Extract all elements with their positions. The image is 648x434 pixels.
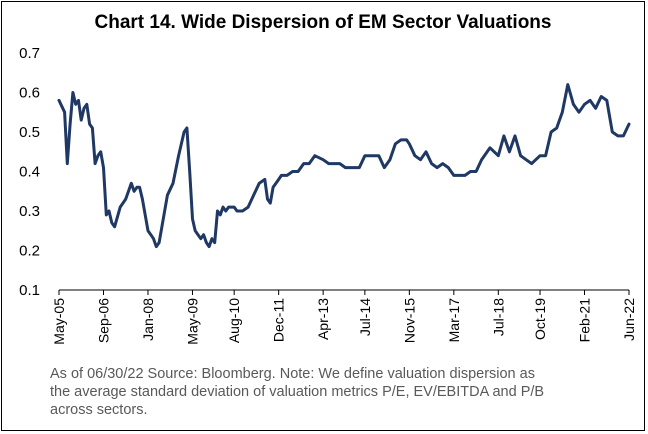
source-note: As of 06/30/22 Source: Bloomberg. Note: … [50, 365, 630, 419]
source-note-line-2: the average standard deviation of valuat… [50, 384, 545, 400]
y-tick-label: 0.3 [19, 203, 40, 220]
y-tick-label: 0.7 [19, 45, 40, 62]
y-tick-label: 0.5 [19, 124, 40, 141]
y-tick-label: 0.4 [19, 164, 40, 181]
x-tick-label: Oct-19 [532, 298, 548, 340]
x-tick-label: Jul-18 [490, 298, 506, 336]
x-tick-label: Aug-10 [226, 298, 242, 343]
source-note-line-1: As of 06/30/22 Source: Bloomberg. Note: … [50, 366, 535, 382]
x-tick-label: Sep-06 [95, 298, 111, 343]
chart-title: Chart 14. Wide Dispersion of EM Sector V… [94, 12, 552, 33]
x-tick-label: Apr-13 [315, 298, 331, 340]
source-note-line-3: across sectors. [50, 402, 148, 418]
x-tick-label: Dec-11 [271, 298, 287, 342]
x-tick-label: Jun-22 [621, 298, 637, 341]
series-line [57, 83, 631, 249]
series-lines [57, 83, 631, 249]
x-tick-label: May-05 [51, 298, 67, 345]
y-axis-tick-labels: 0.1 0.2 0.3 0.4 0.5 0.6 0.7 [19, 45, 40, 299]
y-tick-label: 0.2 [19, 243, 40, 260]
x-tick-label: May-09 [184, 298, 200, 345]
x-axis-tick-labels: May-05 Sep-06 Jan-08 May-09 Aug-10 Dec-11 Apr-… [51, 290, 637, 345]
x-tick-label: Mar-17 [446, 298, 462, 343]
x-tick-label: Nov-15 [401, 298, 417, 343]
y-tick-label: 0.1 [19, 282, 40, 299]
x-tick-label: Jan-08 [140, 298, 156, 341]
y-tick-label: 0.6 [19, 85, 40, 102]
x-tick-label: Feb-21 [577, 298, 593, 343]
x-tick-label: Jul-14 [357, 298, 373, 336]
